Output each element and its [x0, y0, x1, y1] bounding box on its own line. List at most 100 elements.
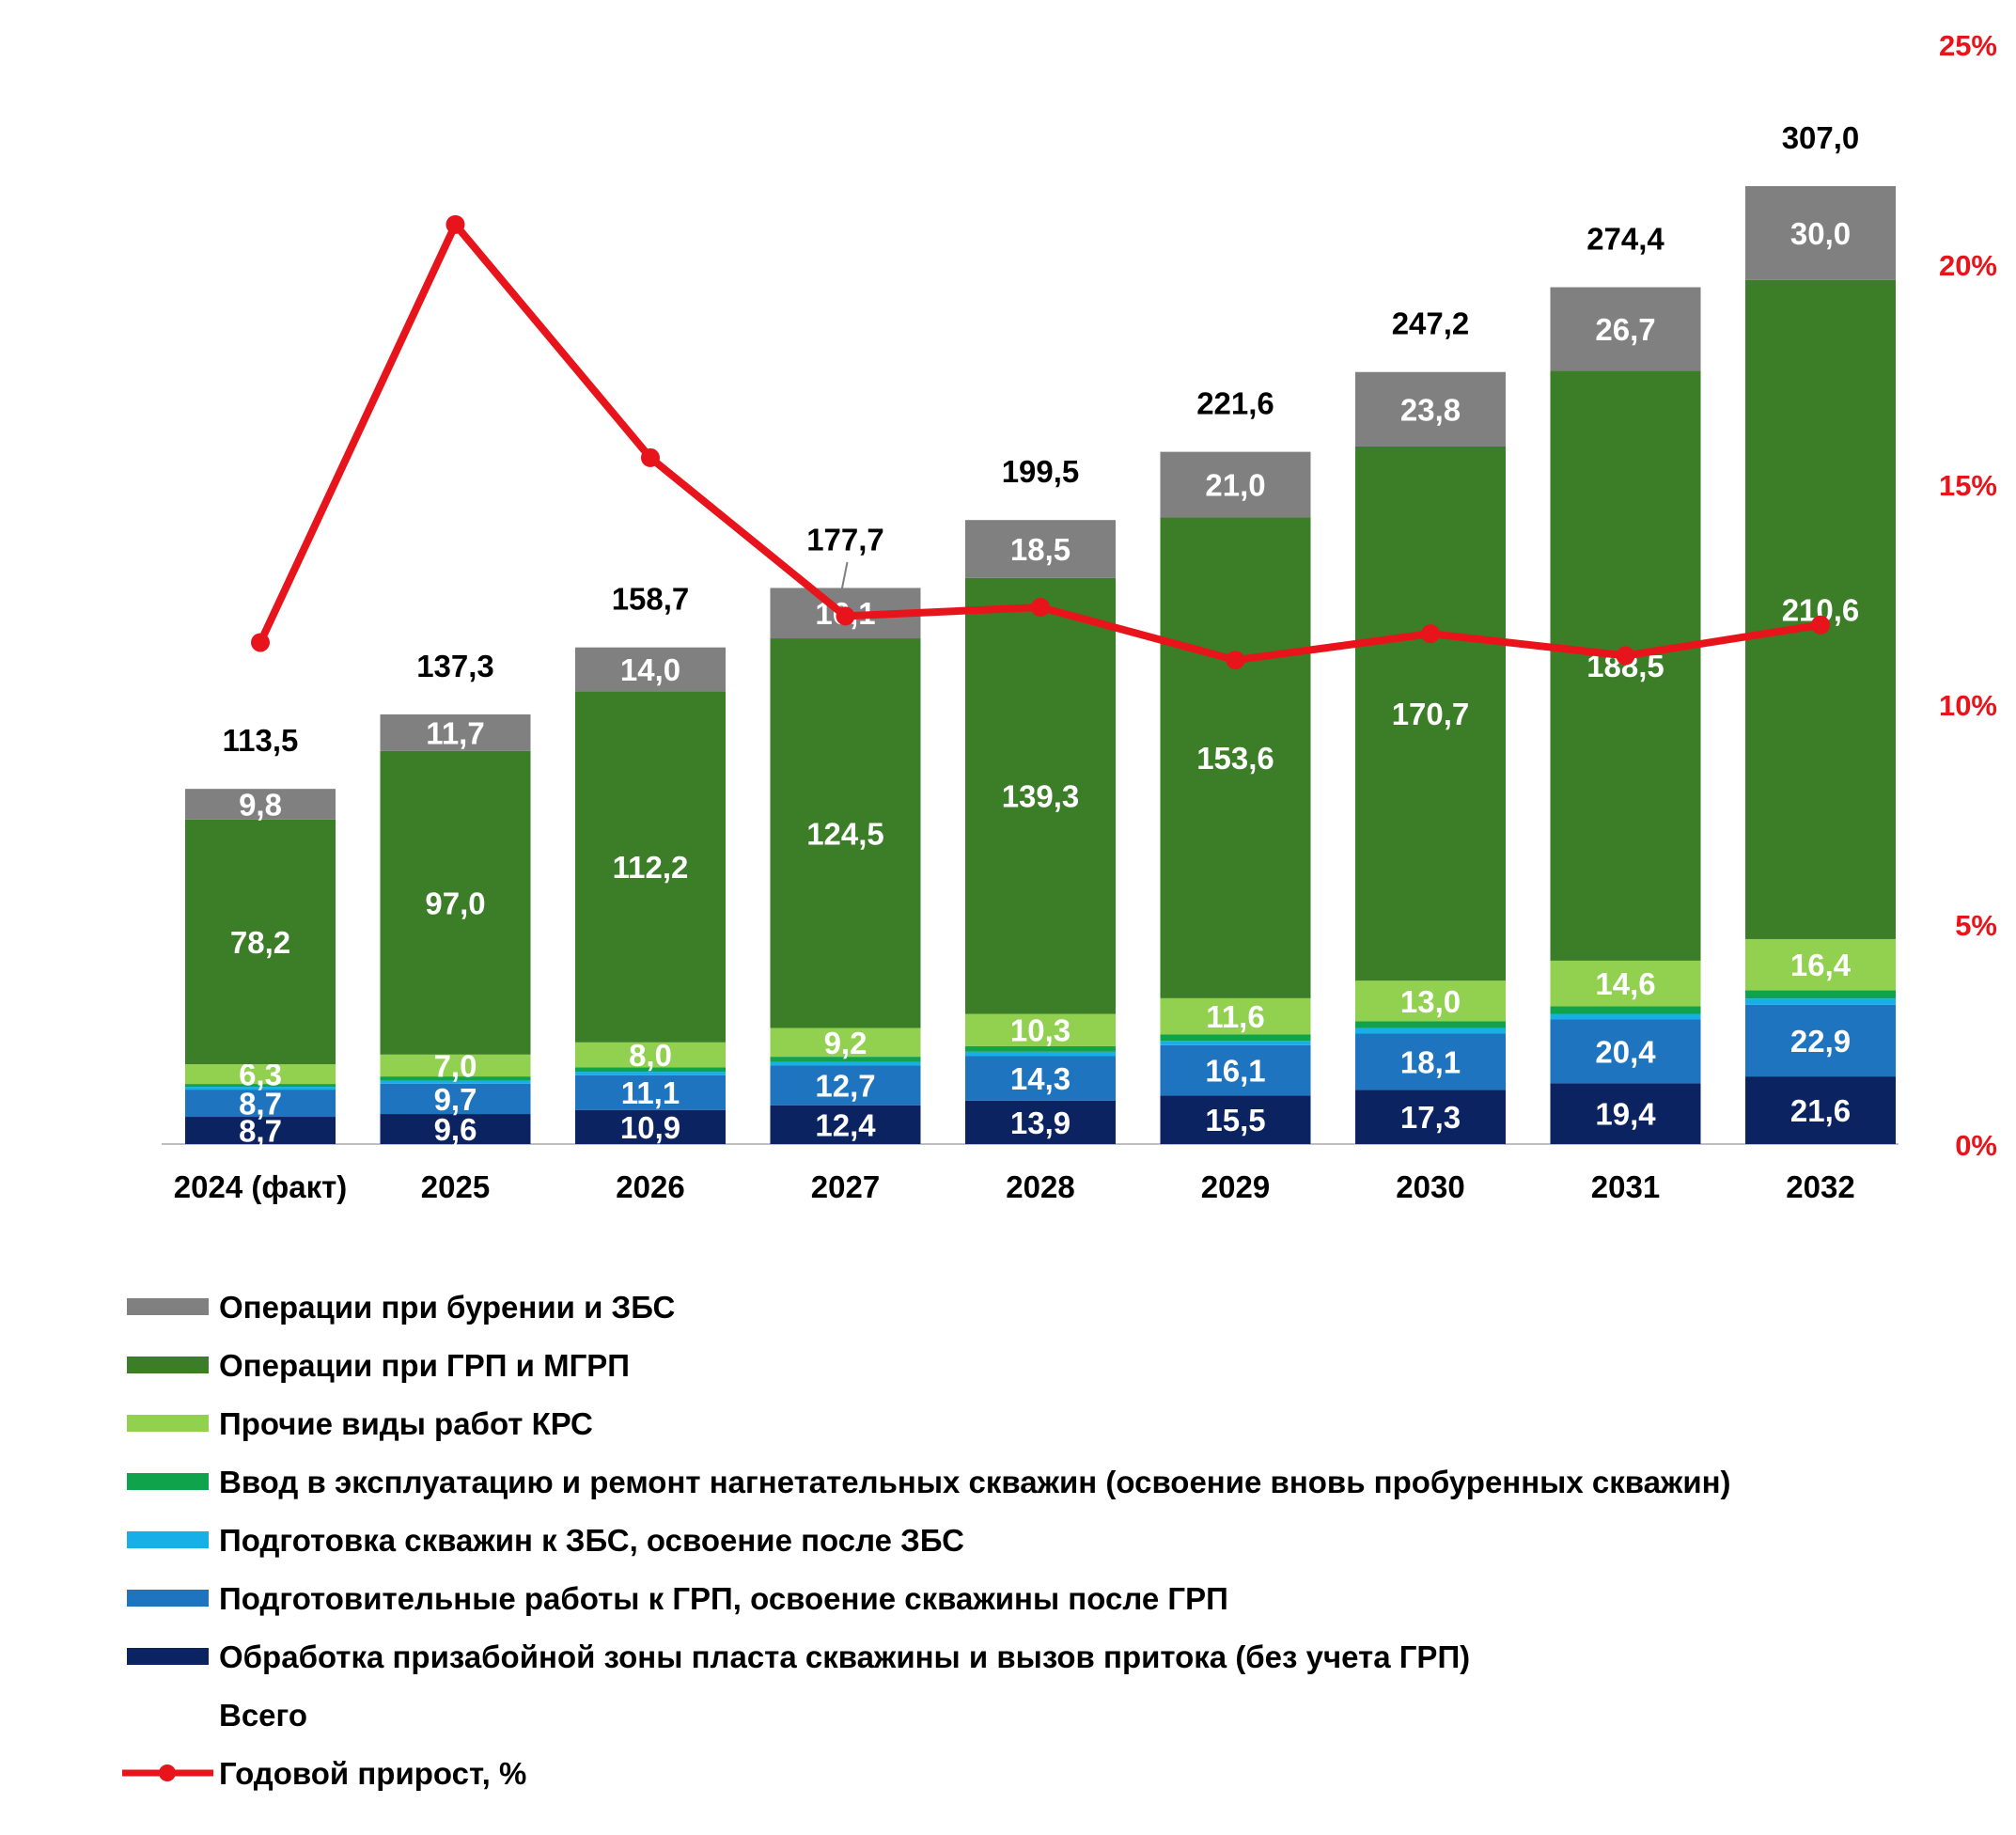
- y2-tick-label-3: 15%: [1939, 469, 1997, 502]
- bar-segment-s2-1: [380, 1080, 531, 1084]
- bar-segment-s4-1: [380, 1054, 531, 1077]
- bar-segment-s1-4: [965, 1056, 1116, 1101]
- data-label-s0-4: 13,9: [1010, 1106, 1071, 1140]
- legend-label-6: Обработка призабойной зоны пласта скважи…: [219, 1639, 1470, 1674]
- legend-label-3: Ввод в эксплуатацию и ремонт нагнетатель…: [219, 1465, 1731, 1499]
- total-label-1: 137,3: [416, 649, 494, 683]
- bar-segment-s4-5: [1160, 997, 1311, 1035]
- bar-segment-s0-3: [770, 1105, 921, 1144]
- legend-swatch-3: [127, 1473, 209, 1490]
- data-label-s5-3: 124,5: [806, 816, 884, 851]
- bar-segment-s4-2: [575, 1042, 726, 1068]
- data-label-s5-1: 97,0: [425, 886, 485, 920]
- bar-segment-s1-2: [575, 1074, 726, 1110]
- data-label-s6-6: 23,8: [1400, 392, 1461, 427]
- data-label-s1-0: 8,7: [239, 1087, 282, 1121]
- legend-swatch-2: [127, 1415, 209, 1432]
- legend-swatch-4: [127, 1531, 209, 1548]
- data-label-s6-4: 18,5: [1010, 532, 1071, 567]
- data-label-s0-5: 15,5: [1205, 1103, 1265, 1137]
- data-label-s4-4: 10,3: [1010, 1013, 1071, 1048]
- data-label-s0-2: 10,9: [620, 1110, 680, 1145]
- data-label-s5-2: 112,2: [613, 850, 689, 885]
- bar-segment-s4-6: [1355, 980, 1506, 1022]
- x-tick-label-4: 2028: [1006, 1169, 1074, 1204]
- bar-segment-s6-2: [575, 647, 726, 692]
- bar-segment-s0-4: [965, 1100, 1116, 1144]
- bar-segment-s3-8: [1745, 990, 1896, 999]
- bar-segment-s6-7: [1550, 287, 1701, 371]
- legend-swatch-6: [127, 1648, 209, 1665]
- data-label-s1-8: 22,9: [1790, 1024, 1851, 1059]
- data-label-s4-8: 16,4: [1790, 948, 1852, 982]
- bar-segment-s0-2: [575, 1109, 726, 1144]
- bar-segment-s1-7: [1550, 1019, 1701, 1084]
- legend-marker-8: [159, 1764, 176, 1781]
- bar-segment-s1-6: [1355, 1033, 1506, 1090]
- x-tick-label-5: 2029: [1201, 1169, 1270, 1204]
- bar-segment-s2-6: [1355, 1027, 1506, 1034]
- data-label-s1-4: 14,3: [1010, 1061, 1071, 1096]
- x-tick-label-8: 2032: [1786, 1169, 1854, 1204]
- bar-segment-s4-3: [770, 1027, 921, 1058]
- legend-label-1: Операции при ГРП и МГРП: [219, 1348, 630, 1383]
- total-label-0: 113,5: [223, 723, 299, 758]
- bar-segment-s6-1: [380, 714, 531, 751]
- growth-point-5: [1226, 651, 1245, 670]
- bar-segment-s2-5: [1160, 1041, 1311, 1045]
- bar-segment-s4-7: [1550, 960, 1701, 1007]
- bar-segment-s4-0: [185, 1064, 336, 1085]
- x-tick-label-6: 2030: [1396, 1169, 1464, 1204]
- bar-segment-s2-2: [575, 1072, 726, 1075]
- bar-segment-s1-8: [1745, 1004, 1896, 1077]
- bar-segment-s0-1: [380, 1114, 531, 1144]
- data-label-s5-6: 170,7: [1392, 697, 1470, 731]
- bar-segment-s5-8: [1745, 279, 1896, 939]
- data-label-s1-7: 20,4: [1595, 1034, 1656, 1069]
- bar-segment-s0-6: [1355, 1090, 1506, 1144]
- x-tick-label-3: 2027: [811, 1169, 880, 1204]
- bar-segment-s3-6: [1355, 1021, 1506, 1028]
- data-label-s0-3: 12,4: [815, 1107, 876, 1142]
- data-label-s5-0: 78,2: [230, 925, 290, 960]
- bar-segment-s5-5: [1160, 517, 1311, 998]
- y2-tick-label-2: 10%: [1939, 689, 1997, 722]
- bar-segment-s2-4: [965, 1051, 1116, 1057]
- bar-segment-s4-8: [1745, 938, 1896, 991]
- y2-tick-label-0: 0%: [1955, 1129, 1997, 1162]
- total-label-8: 307,0: [1782, 120, 1860, 155]
- bar-segment-s0-8: [1745, 1076, 1896, 1144]
- total-label-6: 247,2: [1392, 306, 1470, 341]
- legend-label-2: Прочие виды работ КРС: [219, 1406, 593, 1441]
- bar-segment-s0-0: [185, 1117, 336, 1144]
- legend-swatch-0: [127, 1298, 209, 1315]
- total-label-5: 221,6: [1196, 386, 1274, 421]
- bar-segment-s3-4: [965, 1045, 1116, 1052]
- data-label-s6-0: 9,8: [239, 787, 282, 822]
- data-label-s4-3: 9,2: [824, 1026, 867, 1060]
- legend-label-7: Всего: [219, 1698, 307, 1733]
- legend-label-4: Подготовка скважин к ЗБС, освоение после…: [219, 1523, 964, 1558]
- bar-segment-s5-6: [1355, 446, 1506, 981]
- bar-segment-s2-3: [770, 1061, 921, 1066]
- data-label-s5-4: 139,3: [1002, 779, 1080, 814]
- data-label-s0-8: 21,6: [1790, 1093, 1851, 1128]
- data-label-s0-1: 9,6: [434, 1112, 477, 1147]
- data-label-s4-2: 8,0: [629, 1038, 672, 1073]
- data-label-s0-6: 17,3: [1400, 1100, 1461, 1135]
- growth-point-8: [1811, 615, 1830, 635]
- bar-segment-s5-0: [185, 819, 336, 1065]
- bar-segment-s6-8: [1745, 185, 1896, 280]
- data-label-s6-8: 30,0: [1790, 216, 1851, 251]
- data-label-s4-5: 11,6: [1206, 999, 1264, 1034]
- total-leader-line-3: [840, 561, 849, 591]
- bar-segment-s5-7: [1550, 370, 1701, 961]
- x-tick-label-2: 2026: [616, 1169, 684, 1204]
- y2-tick-label-1: 5%: [1955, 909, 1997, 942]
- bar-segment-s5-1: [380, 750, 531, 1055]
- bar-segment-s6-5: [1160, 451, 1311, 518]
- data-label-s4-6: 13,0: [1400, 984, 1461, 1019]
- legend-label-5: Подготовительные работы к ГРП, освоение …: [219, 1581, 1228, 1616]
- growth-point-0: [251, 633, 270, 652]
- growth-point-6: [1421, 624, 1440, 644]
